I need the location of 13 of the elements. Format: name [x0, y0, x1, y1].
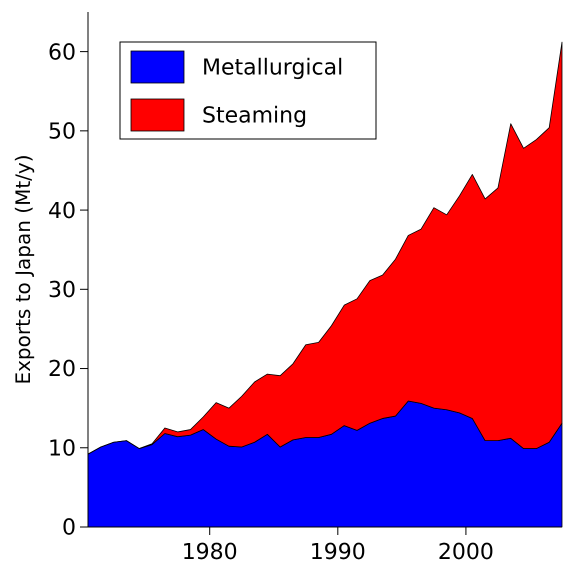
y-tick-label: 10 — [48, 436, 76, 462]
y-tick-label: 60 — [48, 40, 76, 66]
x-tick-label: 2000 — [438, 540, 494, 565]
legend-label: Metallurgical — [202, 56, 344, 81]
x-tick-label: 1980 — [182, 540, 238, 565]
y-tick-label: 0 — [62, 516, 76, 541]
legend-label: Steaming — [202, 104, 308, 129]
y-tick-label: 50 — [48, 120, 76, 145]
y-tick-label: 30 — [48, 278, 76, 304]
y-axis-title: Exports to Japan (Mt/y) — [11, 154, 35, 385]
x-tick-label: 1990 — [310, 540, 366, 565]
y-tick-label: 40 — [48, 198, 76, 224]
y-tick-label: 20 — [48, 357, 76, 382]
